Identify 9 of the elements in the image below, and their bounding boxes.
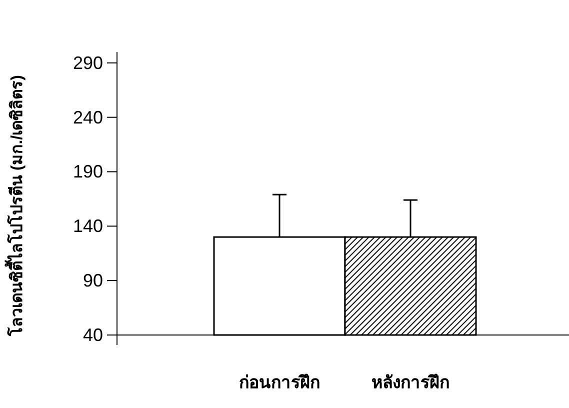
- y-tick-label: 90: [82, 270, 103, 291]
- y-tick-label: 40: [82, 325, 103, 345]
- y-tick-label: 190: [72, 162, 103, 182]
- y-tick-label: 240: [72, 107, 103, 128]
- x-tick-label: ก่อนการฝึก: [239, 373, 320, 392]
- y-axis-title: โลวเดนซิตี้ไลโปโปรตีน (มก./เดซิลิตร): [4, 75, 26, 337]
- y-tick-label: 290: [72, 52, 103, 73]
- y-tick-label: 140: [72, 216, 103, 236]
- x-tick-label: หลังการฝึก: [372, 373, 450, 392]
